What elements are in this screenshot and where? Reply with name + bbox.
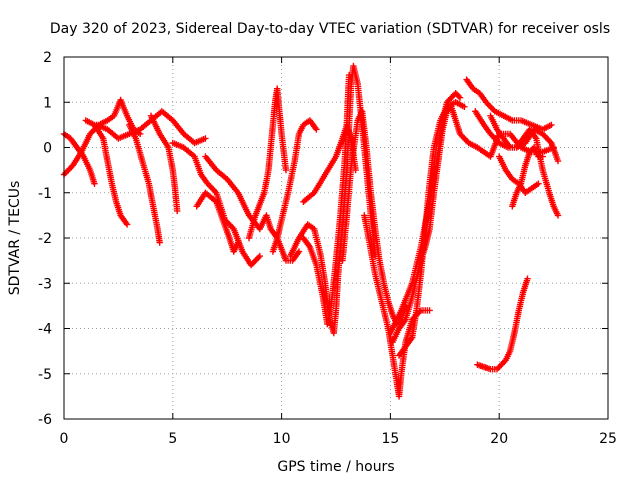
y-tick-label: 1: [43, 95, 52, 111]
y-tick-label: 0: [43, 141, 52, 157]
ticks-layer: 0 5 10 15 20 25 -6 -5 -4 -3 -2 -1 0 1 2: [38, 50, 617, 447]
y-tick-label: 2: [43, 50, 52, 66]
y-tick-label: -5: [38, 367, 52, 383]
x-tick-label: 25: [599, 431, 617, 447]
x-axis-label: GPS time / hours: [277, 459, 394, 475]
x-tick-label: 15: [381, 431, 399, 447]
y-tick-label: -3: [38, 276, 52, 292]
grid-layer: [64, 57, 608, 419]
x-tick-label: 20: [490, 431, 508, 447]
x-tick-label: 10: [273, 431, 291, 447]
plot-frame: [63, 56, 609, 420]
y-axis-label: SDTVAR / TECUs: [7, 181, 23, 296]
x-tick-label: 0: [60, 431, 69, 447]
y-tick-label: -2: [38, 231, 52, 247]
data-point-markers: [60, 62, 562, 400]
chart-title: Day 320 of 2023, Sidereal Day-to-day VTE…: [50, 21, 610, 37]
y-tick-label: -1: [38, 186, 52, 202]
x-tick-label: 5: [168, 431, 177, 447]
data-marks: [60, 62, 562, 400]
y-tick-label: -6: [38, 412, 52, 428]
y-tick-label: -4: [38, 322, 52, 338]
